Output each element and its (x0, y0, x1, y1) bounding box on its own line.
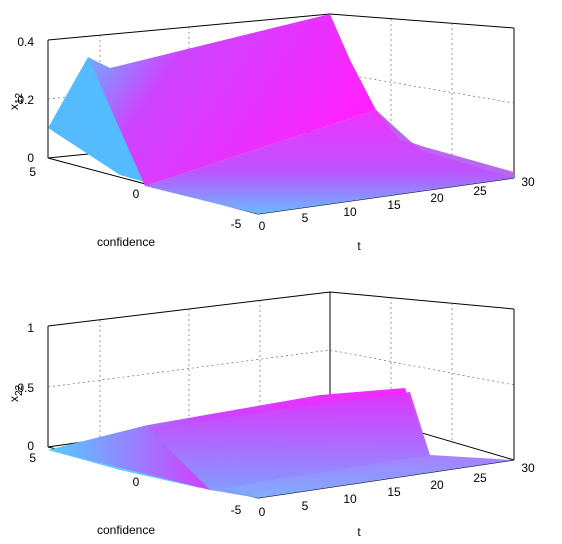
plot-x22: 1 0.5 0 x22 5 0 -5 confidence 0 5 10 15 … (7, 291, 535, 539)
surface-x12-floor-patch (376, 110, 514, 178)
surface-x12-front-patch (48, 57, 145, 182)
z-axis-label: x12 (7, 92, 25, 110)
surface-x22-slope-patch (148, 392, 514, 498)
y-tick-label: -5 (231, 503, 242, 517)
surface-x12-slope-patch (145, 110, 514, 214)
x-axis-label: t (357, 525, 361, 539)
z-tick-label: 0.5 (17, 381, 34, 395)
y-axis-label: confidence (97, 523, 155, 537)
z-tick-label: 0.4 (17, 35, 34, 49)
x-tick-label: 15 (387, 485, 401, 499)
x-tick-label: 25 (473, 471, 487, 485)
z-tick-label: 0 (27, 439, 34, 453)
z-tick-label: 0.2 (17, 93, 34, 107)
x-tick-label: 10 (343, 205, 357, 219)
y-tick-label: 0 (133, 187, 140, 201)
y-axis-label: confidence (97, 235, 155, 249)
x-tick-label: 30 (521, 461, 535, 475)
x-tick-label: 20 (430, 478, 444, 492)
z-tick-label: 1 (27, 321, 34, 335)
z-tick-label: 0 (27, 151, 34, 165)
x-tick-label: 5 (302, 499, 309, 513)
plot-x12: 0.4 0.2 0 x12 5 0 -5 confidence 0 5 10 1… (7, 13, 535, 253)
plot-x22-surface (48, 388, 514, 498)
y-tick-label: -5 (231, 217, 242, 231)
z-axis-label: x22 (7, 384, 25, 402)
plot-x12-surface (48, 14, 514, 214)
y-tick-label: 5 (29, 165, 36, 179)
x-tick-label: 15 (387, 198, 401, 212)
y-tick-label: 0 (133, 475, 140, 489)
y-tick-label: 5 (29, 451, 36, 465)
x-tick-label: 25 (473, 184, 487, 198)
surface-x12-ridge-patch (88, 14, 376, 186)
x-tick-label: 20 (430, 191, 444, 205)
x-tick-label: 0 (259, 219, 266, 233)
x-tick-label: 0 (259, 505, 266, 519)
x-tick-label: 5 (302, 211, 309, 225)
x-tick-label: 10 (343, 492, 357, 506)
x-axis-label: t (357, 239, 361, 253)
x-tick-label: 30 (521, 175, 535, 189)
